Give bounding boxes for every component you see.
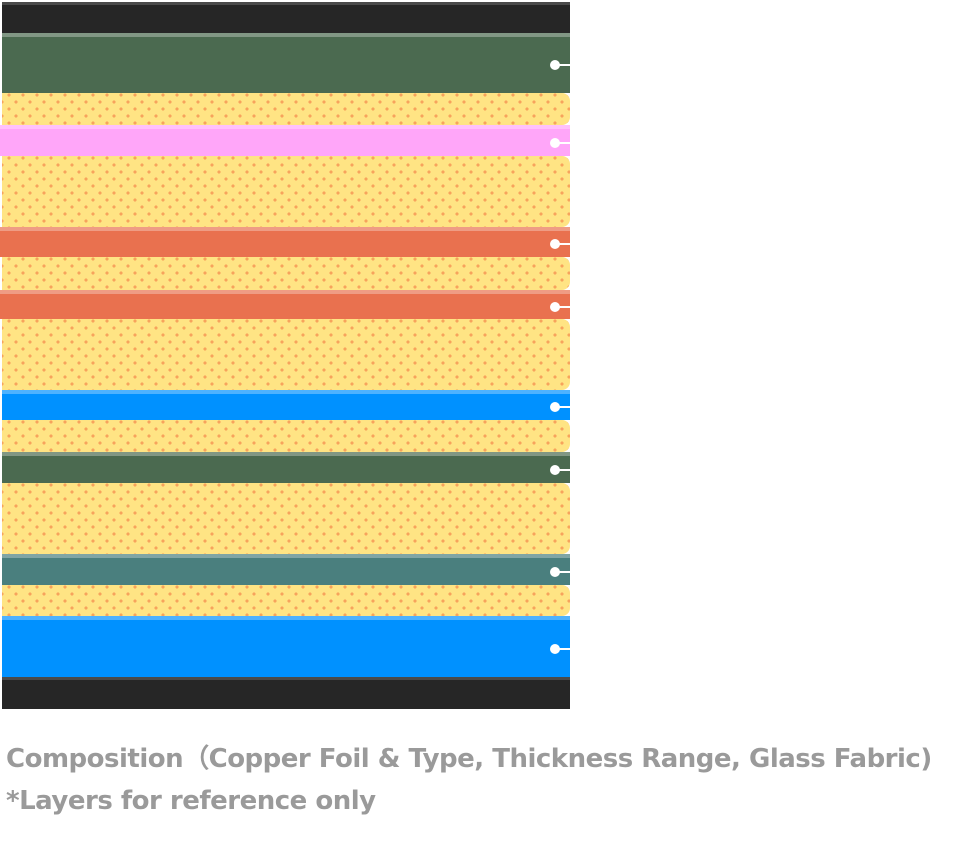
layer-marker-icon bbox=[550, 566, 570, 577]
layer-marker-icon bbox=[550, 301, 570, 312]
copper-layer bbox=[0, 290, 570, 319]
layer-marker-icon bbox=[550, 402, 570, 412]
copper-layer bbox=[0, 227, 570, 257]
copper-layer bbox=[2, 390, 570, 420]
layer-marker-icon bbox=[550, 60, 570, 70]
coverlay-layer bbox=[2, 677, 570, 709]
prepreg-layer bbox=[2, 93, 570, 125]
coverlay-layer bbox=[2, 2, 570, 33]
copper-layer bbox=[0, 125, 570, 156]
prepreg-layer bbox=[2, 319, 570, 390]
prepreg-layer bbox=[2, 257, 570, 290]
copper-layer bbox=[2, 616, 570, 677]
prepreg-layer bbox=[2, 483, 570, 554]
caption-note: *Layers for reference only bbox=[6, 786, 376, 816]
layer-marker-icon bbox=[550, 137, 570, 148]
prepreg-layer bbox=[2, 420, 570, 452]
copper-layer bbox=[2, 554, 570, 585]
layer-marker-icon bbox=[550, 643, 570, 654]
prepreg-layer bbox=[2, 156, 570, 227]
layer-marker-icon bbox=[550, 239, 570, 249]
layer-marker-icon bbox=[550, 464, 570, 475]
copper-layer bbox=[2, 33, 570, 93]
copper-layer bbox=[2, 452, 570, 483]
prepreg-layer bbox=[2, 585, 570, 616]
caption-composition: Composition（Copper Foil & Type, Thicknes… bbox=[6, 744, 932, 774]
